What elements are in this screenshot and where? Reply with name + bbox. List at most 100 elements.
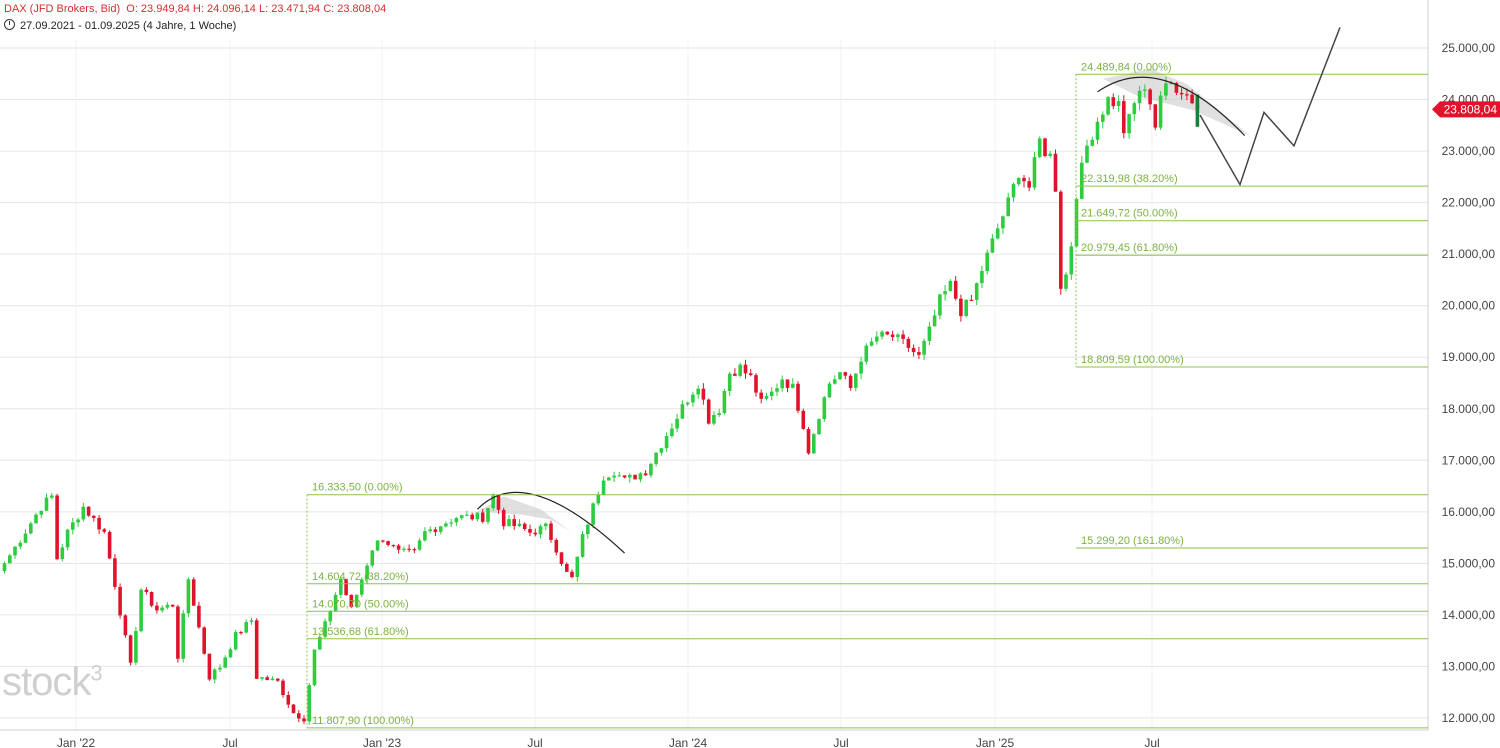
candle-body bbox=[659, 448, 664, 453]
y-tick-label: 23.000,00 bbox=[1442, 144, 1496, 158]
candle-body bbox=[722, 391, 727, 414]
fib-level-label: 15.299,20 (161.80%) bbox=[1081, 535, 1184, 547]
candle-body bbox=[323, 621, 327, 637]
candle-body bbox=[622, 475, 627, 478]
candle-body bbox=[565, 564, 569, 572]
candle-body bbox=[333, 594, 338, 612]
candle-body bbox=[1143, 89, 1147, 91]
y-tick-label: 22.000,00 bbox=[1442, 196, 1496, 210]
candle-body bbox=[233, 632, 238, 650]
candle-body bbox=[911, 347, 916, 353]
candle-body bbox=[1069, 246, 1074, 275]
candle-body bbox=[1085, 145, 1089, 163]
candle-body bbox=[86, 506, 91, 516]
candle-body bbox=[44, 497, 49, 511]
candle-body bbox=[1059, 191, 1063, 289]
candle-body bbox=[438, 526, 443, 532]
last-price-tag bbox=[1432, 101, 1500, 118]
candle-body bbox=[270, 678, 275, 681]
candle-body bbox=[980, 271, 984, 284]
x-tick-label: Jan '25 bbox=[976, 736, 1015, 748]
stock3-logo: stock3 bbox=[2, 660, 103, 704]
fib-level-label: 16.333,50 (0.00%) bbox=[312, 482, 403, 494]
candle-body bbox=[854, 373, 858, 388]
candle-body bbox=[612, 475, 616, 478]
candle-body bbox=[733, 373, 737, 376]
candle-body bbox=[265, 677, 269, 681]
y-tick-label: 21.000,00 bbox=[1442, 247, 1496, 261]
candle-body bbox=[906, 338, 911, 348]
candle-body bbox=[859, 361, 863, 374]
candle-body bbox=[176, 606, 180, 659]
candle-body bbox=[974, 283, 979, 300]
candle-body bbox=[312, 649, 317, 686]
candle-body bbox=[675, 418, 679, 429]
chart-header-range: 27.09.2021 - 01.09.2025 (4 Jahre, 1 Woch… bbox=[4, 19, 236, 32]
candle-body bbox=[496, 495, 501, 510]
candle-body bbox=[759, 392, 763, 399]
candle-body bbox=[1027, 181, 1031, 188]
y-tick-label: 19.000,00 bbox=[1442, 350, 1496, 364]
candle-body bbox=[706, 399, 711, 424]
candle-body bbox=[843, 372, 848, 376]
candle-body bbox=[680, 404, 685, 419]
candle-body bbox=[801, 410, 806, 429]
candle-body bbox=[465, 514, 469, 516]
candle-body bbox=[212, 669, 217, 680]
candle-body bbox=[738, 364, 742, 376]
rounding-top-arc-2 bbox=[1097, 76, 1246, 137]
candle-body bbox=[134, 631, 138, 663]
candle-body bbox=[701, 388, 706, 400]
candle-body bbox=[1032, 157, 1037, 188]
candle-body bbox=[512, 519, 516, 526]
candle-body bbox=[8, 555, 12, 564]
candle-body bbox=[307, 685, 312, 722]
last-price-label: 23.808,04 bbox=[1444, 102, 1498, 116]
fib-level-label: 14.604,72 (38.20%) bbox=[312, 571, 409, 583]
candle-body bbox=[1053, 153, 1058, 192]
candle-body bbox=[748, 373, 753, 376]
x-tick-label: Jul bbox=[833, 736, 848, 748]
candle-body bbox=[780, 379, 784, 389]
candle-body bbox=[1106, 97, 1110, 115]
y-tick-label: 18.000,00 bbox=[1442, 402, 1496, 416]
candle-body bbox=[943, 291, 947, 295]
candle-body bbox=[533, 532, 538, 535]
candle-body bbox=[932, 315, 937, 327]
candle-body bbox=[833, 379, 837, 384]
candle-body bbox=[1048, 153, 1052, 156]
candle-body bbox=[218, 667, 222, 670]
candle-body bbox=[685, 402, 690, 405]
candle-body bbox=[365, 565, 369, 580]
candle-body bbox=[838, 372, 842, 380]
candle-body bbox=[754, 375, 758, 393]
candle-body bbox=[480, 512, 485, 522]
candle-body bbox=[864, 345, 869, 362]
candle-body bbox=[223, 657, 227, 668]
candle-body bbox=[696, 388, 700, 395]
candle-body bbox=[249, 620, 254, 622]
candle-body bbox=[575, 556, 580, 577]
candle-body bbox=[360, 579, 364, 595]
y-tick-label: 25.000,00 bbox=[1442, 41, 1496, 55]
candle-body bbox=[528, 529, 532, 533]
candle-body bbox=[155, 605, 159, 611]
top-area-1 bbox=[477, 496, 573, 533]
candle-body bbox=[896, 334, 900, 338]
candle-body bbox=[286, 695, 291, 705]
candle-body bbox=[328, 611, 333, 622]
y-tick-label: 12.000,00 bbox=[1442, 711, 1496, 725]
candle-body bbox=[165, 604, 170, 608]
candle-body bbox=[1132, 103, 1137, 115]
candle-body bbox=[549, 523, 553, 540]
candle-body bbox=[969, 299, 974, 301]
candle-body bbox=[23, 533, 28, 543]
candle-body bbox=[827, 383, 832, 398]
candle-body bbox=[664, 436, 669, 449]
candle-body bbox=[633, 474, 637, 480]
candle-body bbox=[2, 563, 7, 572]
candle-body bbox=[517, 523, 522, 526]
candle-body bbox=[544, 523, 548, 527]
candle-body bbox=[691, 394, 695, 403]
